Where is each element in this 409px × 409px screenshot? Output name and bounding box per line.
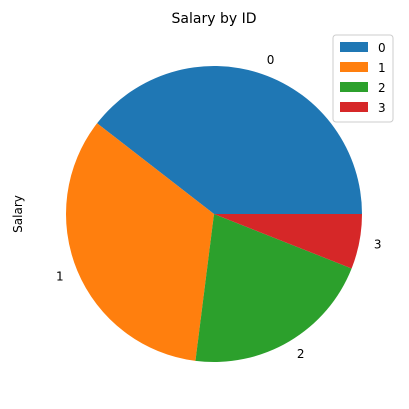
legend-swatch-1	[340, 62, 368, 72]
legend-entry-1: 1	[378, 61, 386, 75]
pie-slice-1	[66, 123, 214, 361]
pie-slice-labels: 0 1 2 3	[56, 53, 382, 361]
pie-slice-3	[214, 214, 362, 269]
chart-title: Salary by ID	[172, 11, 257, 27]
legend-swatch-2	[340, 82, 368, 92]
legend-swatch-0	[340, 42, 368, 52]
legend: 0 1 2 3	[332, 34, 394, 123]
legend-frame	[332, 34, 394, 123]
pie-slice-0	[97, 66, 362, 214]
legend-swatch-3	[340, 102, 368, 112]
slice-label-2: 2	[297, 347, 305, 361]
legend-entry-3: 3	[378, 101, 386, 115]
slice-label-1: 1	[56, 269, 64, 283]
legend-entry-0: 0	[378, 41, 386, 55]
pie-slice-2	[195, 214, 352, 362]
legend-entry-2: 2	[378, 81, 386, 95]
slice-label-3: 3	[374, 238, 382, 252]
slice-label-0: 0	[267, 53, 275, 67]
y-axis-label: Salary	[11, 195, 25, 233]
pie-slices	[66, 66, 362, 362]
